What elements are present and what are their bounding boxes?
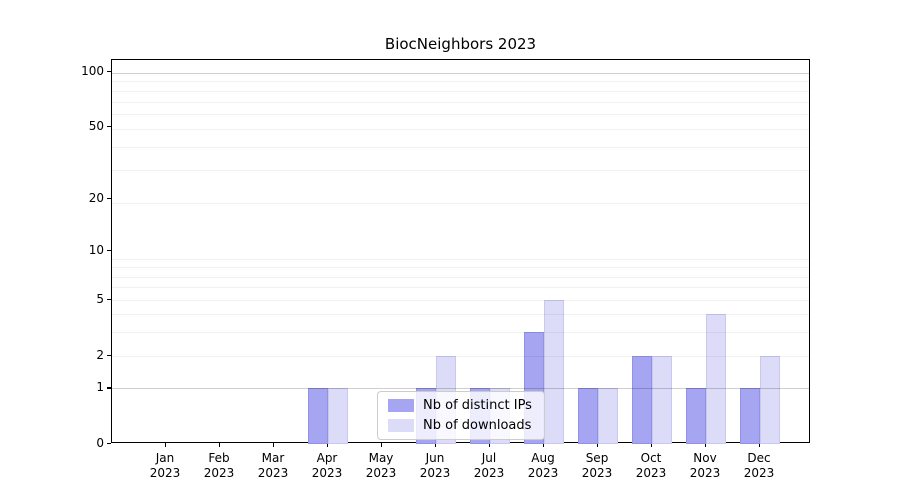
- legend: Nb of distinct IPs Nb of downloads: [377, 391, 545, 440]
- gridline-y-7: [112, 276, 809, 278]
- x-tick-mark-aug: [543, 443, 545, 448]
- grid-layer: [112, 60, 809, 442]
- x-tick-mark-mar: [273, 443, 275, 448]
- x-tick-mark-nov: [705, 443, 707, 448]
- legend-label-downloads: Nb of downloads: [423, 418, 532, 433]
- x-tick-label-nov: Nov 2023: [689, 451, 721, 481]
- legend-entry-distinct-ips: Nb of distinct IPs: [388, 398, 532, 413]
- x-tick-mark-oct: [651, 443, 653, 448]
- gridline-y-19: [112, 202, 809, 204]
- chart-title: BiocNeighbors 2023: [384, 35, 537, 53]
- y-tick-mark-5: [107, 298, 111, 300]
- gridline-y-29: [112, 169, 809, 171]
- legend-entry-downloads: Nb of downloads: [388, 418, 532, 433]
- x-tick-label-jun: Jun 2023: [419, 451, 451, 481]
- x-tick-mark-jan: [165, 443, 167, 448]
- x-tick-label-oct: Oct 2023: [635, 451, 667, 481]
- y-tick-label-10: 10: [88, 242, 104, 257]
- x-tick-label-jul: Jul 2023: [473, 451, 505, 481]
- legend-swatch-distinct-ips: [388, 399, 414, 412]
- y-tick-label-2: 2: [96, 347, 104, 362]
- x-tick-mark-dec: [759, 443, 761, 448]
- y-tick-label-5: 5: [96, 291, 104, 306]
- x-tick-label-aug: Aug 2023: [527, 451, 559, 481]
- x-tick-mark-apr: [327, 443, 329, 448]
- gridline-y-99: [112, 72, 809, 74]
- gridline-y-6: [112, 287, 809, 289]
- gridline-y-3: [112, 332, 809, 334]
- legend-label-distinct-ips: Nb of distinct IPs: [423, 398, 532, 413]
- y-tick-label-0: 0: [96, 436, 104, 451]
- x-tick-label-may: May 2023: [365, 451, 397, 481]
- gridline-y-8: [112, 267, 809, 269]
- gridline-y-49: [112, 128, 809, 130]
- gridline-y-89: [112, 81, 809, 83]
- x-tick-label-dec: Dec 2023: [743, 451, 775, 481]
- gridline-y-59: [112, 114, 809, 115]
- gridline-y-4: [112, 314, 809, 316]
- x-tick-label-mar: Mar 2023: [257, 451, 289, 481]
- bar-oct-2023-distinct-ips: [632, 355, 652, 445]
- bar-oct-2023-downloads: [652, 355, 672, 445]
- y-tick-mark-100: [107, 70, 111, 73]
- bar-apr-2023-distinct-ips: [308, 388, 328, 445]
- bar-nov-2023-downloads: [706, 314, 726, 445]
- bar-aug-2023-downloads: [544, 299, 564, 445]
- bar-sep-2023-distinct-ips: [578, 388, 598, 445]
- gridline-y-5: [112, 299, 809, 301]
- y-tick-label-50: 50: [88, 119, 104, 134]
- x-tick-label-apr: Apr 2023: [311, 451, 343, 481]
- x-tick-mark-sep: [597, 443, 599, 448]
- gridline-y-1: [112, 388, 809, 390]
- gridline-y-39: [112, 146, 809, 148]
- bar-sep-2023-downloads: [598, 388, 618, 445]
- x-tick-label-sep: Sep 2023: [581, 451, 613, 481]
- y-tick-mark-2: [107, 354, 111, 356]
- x-tick-mark-jul: [489, 443, 491, 448]
- bar-dec-2023-downloads: [760, 355, 780, 445]
- gridline-y-79: [112, 90, 809, 92]
- y-tick-label-100: 100: [81, 63, 104, 78]
- plot-area: [111, 59, 810, 445]
- x-tick-mark-may: [381, 443, 383, 448]
- bar-nov-2023-distinct-ips: [686, 388, 706, 445]
- x-tick-mark-jun: [435, 443, 437, 448]
- bar-dec-2023-distinct-ips: [740, 388, 760, 445]
- y-tick-mark-20: [107, 197, 111, 199]
- y-tick-mark-0: [107, 443, 111, 445]
- y-tick-label-20: 20: [88, 190, 104, 205]
- gridline-y-9: [112, 258, 809, 260]
- legend-swatch-downloads: [388, 419, 414, 432]
- x-tick-mark-feb: [219, 443, 221, 448]
- bar-apr-2023-downloads: [328, 388, 348, 445]
- x-tick-label-feb: Feb 2023: [203, 451, 235, 481]
- y-tick-mark-50: [107, 126, 111, 128]
- y-tick-label-1: 1: [96, 380, 104, 395]
- gridline-y-69: [112, 101, 809, 103]
- y-tick-mark-10: [107, 249, 111, 252]
- y-tick-mark-1: [107, 387, 111, 389]
- x-tick-label-jan: Jan 2023: [149, 451, 181, 481]
- gridline-y-2: [112, 355, 809, 357]
